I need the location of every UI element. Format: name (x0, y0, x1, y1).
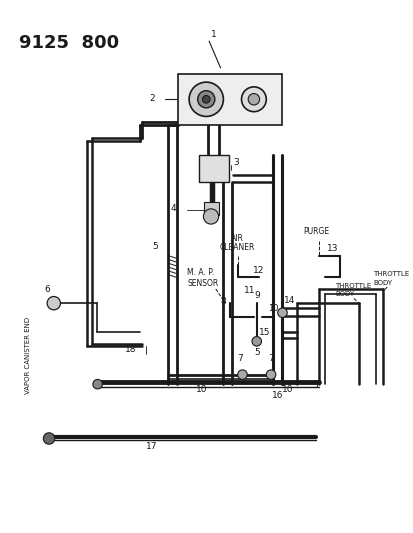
Circle shape (202, 95, 209, 103)
Bar (204, 202, 218, 215)
Circle shape (93, 379, 102, 389)
Circle shape (47, 296, 60, 310)
Text: 18: 18 (125, 345, 136, 354)
Text: PURGE: PURGE (302, 228, 328, 237)
Text: BODY: BODY (372, 280, 391, 286)
Text: 7: 7 (268, 354, 273, 363)
Text: 5: 5 (152, 242, 157, 251)
Text: 2: 2 (149, 94, 154, 103)
Text: 13: 13 (327, 244, 338, 253)
Text: 9: 9 (253, 292, 259, 300)
Text: 7: 7 (237, 354, 243, 363)
Text: VAPOR CANISTER END: VAPOR CANISTER END (25, 317, 31, 394)
Text: 9125  800: 9125 800 (19, 34, 119, 52)
Circle shape (241, 87, 266, 111)
Text: 8: 8 (220, 297, 226, 306)
Circle shape (203, 209, 218, 224)
Text: 10: 10 (268, 304, 278, 313)
Circle shape (252, 336, 261, 346)
Text: BODY: BODY (334, 292, 353, 297)
Text: AIR: AIR (231, 234, 244, 243)
Text: 6: 6 (44, 285, 50, 294)
Text: 11: 11 (244, 286, 255, 295)
Text: SENSOR: SENSOR (187, 279, 218, 288)
Circle shape (189, 82, 223, 116)
Text: 5: 5 (253, 349, 259, 358)
Text: 3: 3 (233, 158, 238, 167)
Circle shape (247, 94, 259, 105)
Text: 12: 12 (252, 265, 263, 274)
Text: 10: 10 (281, 385, 292, 394)
Text: CLEANER: CLEANER (219, 243, 255, 252)
Text: THROTTLE: THROTTLE (372, 271, 408, 278)
Circle shape (277, 308, 287, 318)
Text: THROTTLE: THROTTLE (334, 283, 370, 289)
Circle shape (197, 91, 214, 108)
Text: 10: 10 (195, 385, 207, 394)
Text: 16: 16 (271, 391, 283, 400)
Text: 5: 5 (311, 381, 317, 390)
Text: 1: 1 (211, 30, 216, 39)
Circle shape (237, 370, 247, 379)
Circle shape (266, 370, 275, 379)
Text: 15: 15 (258, 328, 270, 336)
Text: 17: 17 (146, 442, 157, 451)
Text: 4: 4 (171, 204, 176, 213)
Text: M. A. P.: M. A. P. (187, 269, 214, 278)
Bar (177, 75, 282, 125)
Text: 14: 14 (284, 296, 295, 305)
Bar (198, 156, 228, 182)
Circle shape (43, 433, 55, 444)
